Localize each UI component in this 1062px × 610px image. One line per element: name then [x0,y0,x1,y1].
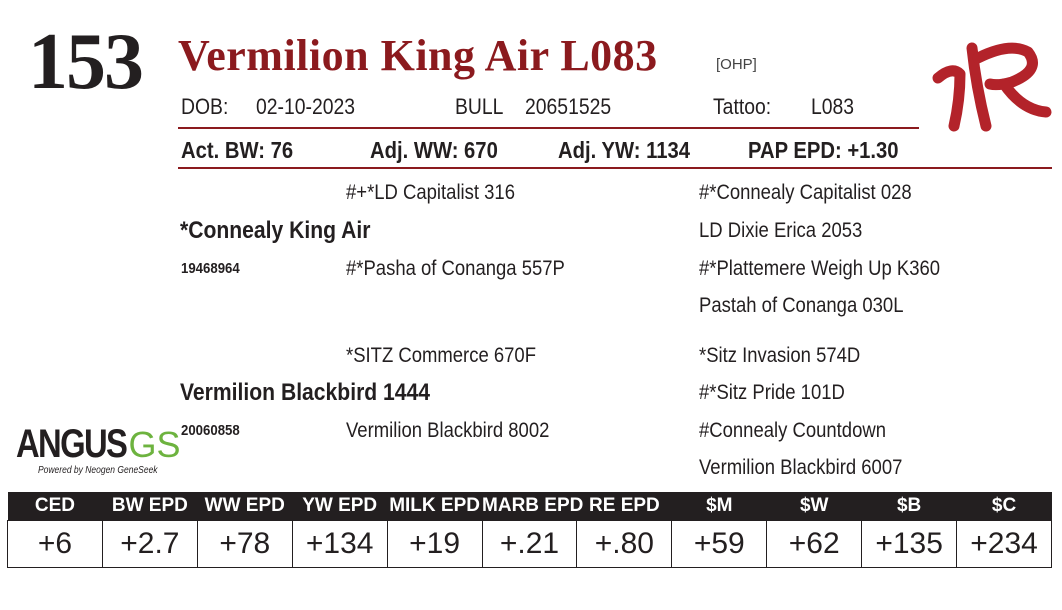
sire-dam: #*Pasha of Conanga 557P [346,257,565,280]
epd-header: MILK EPD [387,492,483,521]
dam-sire-dam: #*Sitz Pride 101D [699,381,845,404]
dob-label: DOB: [181,94,229,119]
sire-dam-sire: #*Plattemere Weigh Up K360 [699,257,941,280]
dam-sire-sire: *Sitz Invasion 574D [699,344,861,367]
ohp-tag: [OHP] [716,56,757,73]
epd-value-row: +6 +2.7 +78 +134 +19 +.21 +.80 +59 +62 +… [7,520,1052,568]
actual-birth-weight: Act. BW: 76 [181,137,294,163]
gs-wordmark: GS [128,424,181,465]
adjusted-yearling-weight: Adj. YW: 1134 [558,137,690,163]
dam-registration: 20060858 [181,422,240,439]
epd-header: RE EPD [576,492,672,521]
epd-value-milk: +19 [386,520,483,568]
epd-header: WW EPD [197,492,293,521]
epd-value-marb: +.21 [481,520,578,568]
epd-value-ww: +78 [196,520,293,568]
epd-value-c: +234 [956,520,1052,568]
epd-header: $B [861,492,957,521]
epd-header-row: CED BW EPD WW EPD YW EPD MILK EPD MARB E… [7,492,1052,521]
dam-name: Vermilion Blackbird 1444 [180,379,431,406]
epd-value-b: +135 [861,520,958,568]
angus-gs-logo: ANGUSGS Powered by Neogen GeneSeek [16,424,180,476]
angus-wordmark: ANGUS [16,422,128,466]
dam-dam-dam: Vermilion Blackbird 6007 [699,456,903,479]
epd-header: MARB EPD [482,492,583,521]
divider [178,167,1052,169]
adjusted-weaning-weight: Adj. WW: 670 [370,137,498,163]
epd-value-w: +62 [766,520,863,568]
sex-label: BULL [455,94,504,119]
tattoo-value: L083 [811,94,855,119]
sire-sire: #+*LD Capitalist 316 [346,181,516,204]
epd-header: YW EPD [292,492,388,521]
epd-value-bw: +2.7 [101,520,198,568]
sire-registration: 19468964 [181,260,240,277]
dam-dam-sire: #Connealy Countdown [699,419,886,442]
epd-value-m: +59 [671,520,768,568]
epd-header: $C [956,492,1052,521]
epd-header: CED [7,492,103,521]
sire-sire-dam: LD Dixie Erica 2053 [699,219,863,242]
sire-dam-dam: Pastah of Conanga 030L [699,294,904,317]
vr-brand-logo [932,42,1052,132]
angus-tagline: Powered by Neogen GeneSeek [38,465,158,476]
dam-sire: *SITZ Commerce 670F [346,344,536,367]
epd-header: $M [671,492,767,521]
epd-table: CED BW EPD WW EPD YW EPD MILK EPD MARB E… [7,492,1052,568]
dob-value: 02-10-2023 [256,94,356,119]
dam-dam: Vermilion Blackbird 8002 [346,419,550,442]
epd-value-yw: +134 [291,520,388,568]
sire-sire-sire: #*Connealy Capitalist 028 [699,181,912,204]
lot-number: 153 [28,18,144,106]
epd-header: $W [766,492,862,521]
epd-value-ced: +6 [7,520,103,568]
registration-number: 20651525 [525,94,612,119]
epd-header: BW EPD [102,492,198,521]
tattoo-label: Tattoo: [713,94,772,119]
pap-epd: PAP EPD: +1.30 [748,137,899,163]
sire-name: *Connealy King Air [180,217,371,244]
epd-value-re: +.80 [576,520,673,568]
divider [178,127,919,129]
animal-name: Vermilion King Air L083 [178,31,658,80]
